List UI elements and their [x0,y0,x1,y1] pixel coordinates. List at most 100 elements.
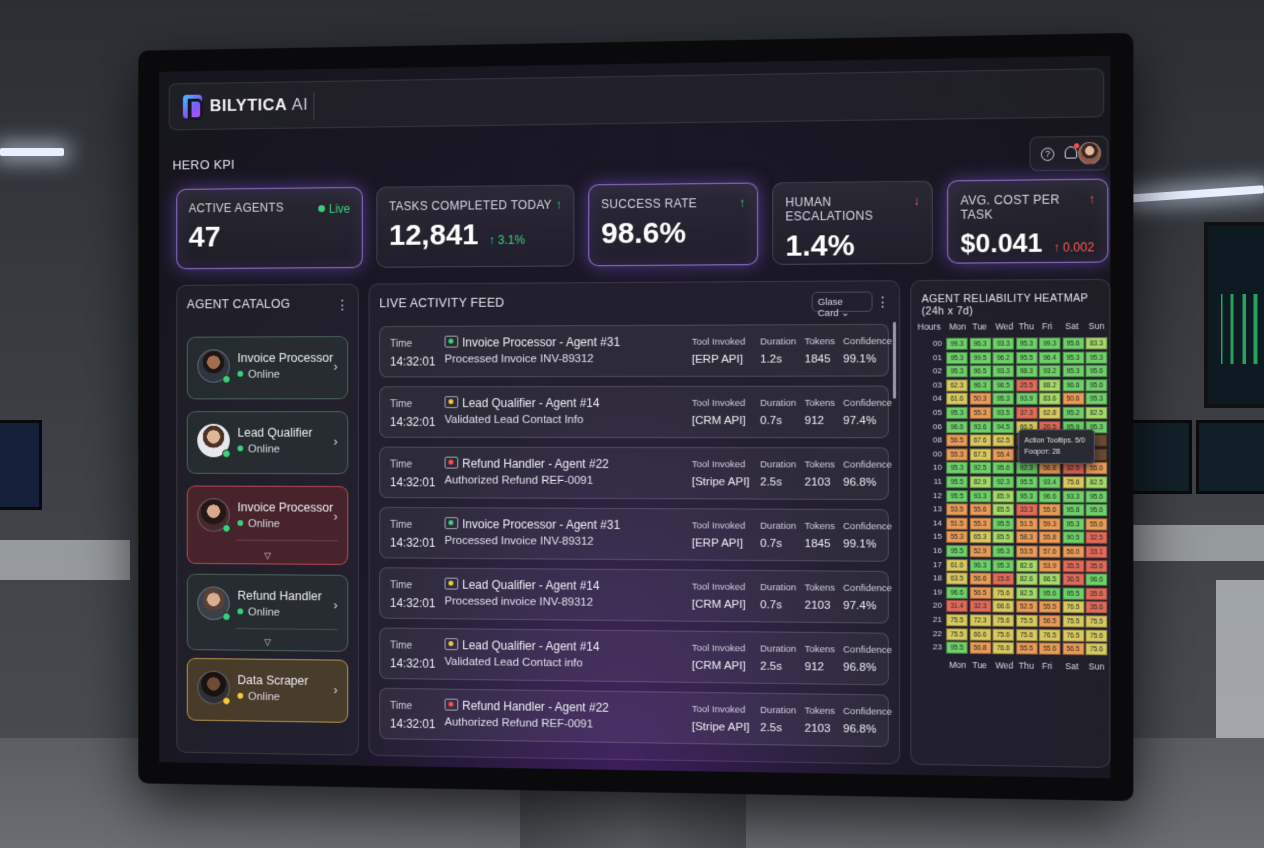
heatmap-cell[interactable]: 95.6 [1085,365,1107,377]
heatmap-cell[interactable]: 92.3 [992,476,1014,488]
heatmap-cell[interactable]: 75.5 [1085,615,1107,627]
heatmap-cell[interactable]: 96.5 [969,365,991,377]
heatmap-cell[interactable]: 86.5 [1039,573,1061,585]
heatmap-cell[interactable]: 35.5 [1062,560,1084,572]
heatmap-cell[interactable]: 93.2 [1039,365,1061,377]
heatmap-cell[interactable]: 53.5 [946,503,968,515]
more-icon[interactable]: ⋮ [876,293,889,310]
heatmap-cell[interactable]: 25.5 [1016,379,1038,391]
heatmap-cell[interactable]: 33.3 [1016,504,1038,516]
feed-row[interactable]: Time 14:32:01 Lead Qualifier - Agent #14 Va… [379,628,889,686]
scrollbar[interactable] [893,322,896,399]
chevron-right-icon[interactable]: › [333,359,337,374]
heatmap-cell[interactable]: 31.4 [946,600,968,612]
heatmap-cell[interactable]: 35.6 [1085,587,1107,599]
heatmap-cell[interactable]: 88.2 [1039,379,1061,391]
heatmap-cell[interactable]: 96.3 [969,379,991,391]
heatmap-cell[interactable]: 75.5 [1016,615,1038,627]
heatmap-cell[interactable]: 53.5 [1016,545,1038,557]
heatmap-cell[interactable]: 95.6 [1085,379,1107,391]
heatmap-cell[interactable]: 95.3 [946,407,968,419]
heatmap-cell[interactable]: 83.6 [1039,393,1061,405]
kpi-tasks-completed[interactable]: TASKS COMPLETED TODAY ↑ 12,841 ↑ 3.1% [376,185,574,268]
heatmap-cell[interactable]: 66.6 [992,601,1014,613]
heatmap-cell[interactable]: 58.3 [1016,531,1038,543]
heatmap-cell[interactable]: 93.9 [1016,393,1038,405]
feed-row[interactable]: Time 14:32:01 Lead Qualifier - Agent #14 Pr… [379,567,889,623]
heatmap-cell[interactable]: 95.5 [992,518,1014,530]
heatmap-cell[interactable]: 75.5 [1062,615,1084,627]
heatmap-cell[interactable]: 75.6 [1016,628,1038,640]
heatmap-cell[interactable]: 95.3 [946,352,968,364]
heatmap-cell[interactable]: 65.3 [969,531,991,543]
heatmap-cell[interactable]: 76.5 [1062,601,1084,613]
heatmap-cell[interactable]: 95.5 [1016,351,1038,363]
heatmap-cell[interactable]: 55.6 [1039,504,1061,516]
heatmap-cell[interactable]: 95.5 [946,490,968,502]
heatmap-cell[interactable]: 56.6 [969,573,991,585]
heatmap-cell[interactable]: 95.3 [992,545,1014,557]
heatmap-cell[interactable]: 93.3 [992,365,1014,377]
agent-card[interactable]: Invoice Processor Online › [187,336,348,399]
heatmap-cell[interactable]: 76.6 [992,642,1014,654]
heatmap-cell[interactable]: 93.5 [992,407,1014,419]
heatmap-cell[interactable]: 35.6 [1085,601,1107,613]
heatmap-cell[interactable]: 33.1 [1085,546,1107,558]
kpi-active-agents[interactable]: ACTIVE AGENTS Live 47 [176,187,362,269]
heatmap-cell[interactable]: 55.6 [1085,518,1107,530]
heatmap-cell[interactable]: 75.6 [1085,629,1107,641]
heatmap-cell[interactable]: 95.3 [992,559,1014,571]
heatmap-cell[interactable]: 95.8 [1062,504,1084,516]
heatmap-cell[interactable]: 67.6 [969,434,991,446]
heatmap-cell[interactable]: 93.3 [992,338,1014,350]
heatmap-cell[interactable]: 62.5 [992,434,1014,446]
heatmap-cell[interactable]: 56.5 [1039,615,1061,627]
feed-row[interactable]: Time 14:32:01 Lead Qualifier - Agent #14 Va… [379,386,889,439]
heatmap-cell[interactable]: 96.6 [1085,574,1107,586]
heatmap-cell[interactable]: 99.3 [1039,337,1061,349]
heatmap-cell[interactable]: 95.6 [1085,490,1107,502]
chevron-right-icon[interactable]: › [333,434,337,449]
heatmap-cell[interactable]: 55.8 [1039,532,1061,544]
heatmap-cell[interactable]: 95.3 [946,462,968,474]
heatmap-cell[interactable]: 93.6 [969,421,991,433]
heatmap-cell[interactable]: 75.5 [946,628,968,640]
heatmap-cell[interactable]: 55.6 [1085,462,1107,474]
heatmap-cell[interactable]: 85.5 [992,504,1014,516]
heatmap-cell[interactable]: 82.6 [1016,573,1038,585]
heatmap-cell[interactable]: 82.5 [1016,587,1038,599]
heatmap-cell[interactable]: 95.6 [1039,587,1061,599]
heatmap-cell[interactable]: 95.5 [946,545,968,557]
heatmap-cell[interactable]: 62.3 [946,379,968,391]
chevron-right-icon[interactable]: › [333,509,337,524]
heatmap-cell[interactable]: 95.3 [1016,337,1038,349]
heatmap-cell[interactable]: 95.3 [992,393,1014,405]
heatmap-cell[interactable]: 61.6 [946,393,968,405]
kpi-success-rate[interactable]: SUCCESS RATE ↑ 98.6% [588,183,758,267]
heatmap-cell[interactable]: 95.5 [946,476,968,488]
heatmap-cell[interactable]: 56.8 [969,642,991,654]
agent-card[interactable]: Data Scraper Online › [187,658,348,723]
kpi-human-escalations[interactable]: HUMAN ESCALATIONS ↓ 1.4% [772,181,933,265]
heatmap-cell[interactable]: 96.5 [992,379,1014,391]
heatmap-cell[interactable]: 85.9 [992,490,1014,502]
heatmap-cell[interactable]: 75.5 [946,614,968,626]
heatmap-cell[interactable]: 55.3 [946,448,968,460]
heatmap-cell[interactable]: 15.6 [992,573,1014,585]
heatmap-cell[interactable]: 61.6 [946,559,968,571]
heatmap-cell[interactable]: 55.3 [969,407,991,419]
heatmap-cell[interactable]: 52.9 [969,545,991,557]
chevron-right-icon[interactable]: › [333,597,337,612]
heatmap-cell[interactable]: 75.6 [992,628,1014,640]
heatmap-cell[interactable]: 56.5 [946,434,968,446]
heatmap-cell[interactable]: 36.5 [1062,573,1084,585]
heatmap-cell[interactable]: 99.3 [946,338,968,350]
heatmap-cell[interactable]: 82.5 [1085,407,1107,419]
more-icon[interactable]: ⋮ [336,297,349,314]
heatmap-cell[interactable]: 59.3 [1039,518,1061,530]
heatmap-cell[interactable]: 96.6 [1062,379,1084,391]
agent-card[interactable]: Invoice Processor Online › ▽ [187,486,348,565]
heatmap-cell[interactable]: 53.9 [1039,559,1061,571]
heatmap-cell[interactable]: 95.6 [1085,504,1107,516]
heatmap-cell[interactable]: 95.6 [1062,337,1084,349]
